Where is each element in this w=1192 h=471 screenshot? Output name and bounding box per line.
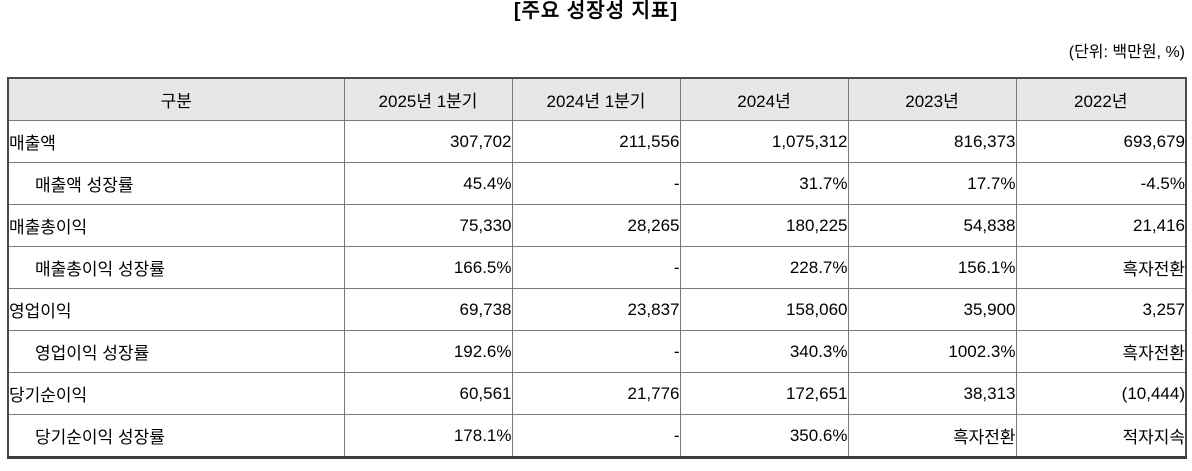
value-cell: - <box>511 330 681 373</box>
table-row: 매출총이익 75,330 28,265 180,225 54,838 21,416 <box>7 204 1187 247</box>
value-cell: 307,702 <box>343 120 513 163</box>
table-row: 당기순이익 60,561 21,776 172,651 38,313 (10,444) <box>7 372 1187 415</box>
value-cell: 1,075,312 <box>679 120 849 163</box>
value-cell: 816,373 <box>847 120 1017 163</box>
table-row: 영업이익 69,738 23,837 158,060 35,900 3,257 <box>7 288 1187 331</box>
column-header: 2024년 <box>679 77 849 121</box>
table-row: 매출총이익 성장률 166.5% -228.7% 156.1% 흑자전환 <box>7 246 1187 289</box>
value-cell: -4.5% <box>1015 162 1187 205</box>
value-cell: 211,556 <box>511 120 681 163</box>
growth-indicators-table: 구분 2025년 1분기 2024년 1분기 2024년 2023년 2022년 매출액 3… <box>7 77 1187 459</box>
value-cell: 3,257 <box>1015 288 1187 331</box>
table-header-row: 구분 2025년 1분기 2024년 1분기 2024년 2023년 2022년 <box>7 77 1187 121</box>
table-row: 영업이익 성장률 192.6% -340.3% 1002.3% 흑자전환 <box>7 330 1187 373</box>
value-cell: 흑자전환 <box>847 414 1017 458</box>
value-cell: 45.4% <box>343 162 513 205</box>
value-cell: 21,776 <box>511 372 681 415</box>
table-body: 매출액 307,702 211,556 1,075,312 816,373 693,679… <box>7 120 1187 458</box>
table-row: 매출액 307,702 211,556 1,075,312 816,373 693,679 <box>7 120 1187 163</box>
row-label-cell: 영업이익 <box>7 288 345 331</box>
table-row: 당기순이익 성장률 178.1% -350.6% 흑자전환 적자지속 <box>7 414 1187 458</box>
value-cell: 31.7% <box>679 162 849 205</box>
value-cell: 228.7% <box>679 246 849 289</box>
row-label-cell: 매출액 <box>7 120 345 163</box>
value-cell: 적자지속 <box>1015 414 1187 458</box>
row-label-cell: 당기순이익 <box>7 372 345 415</box>
value-cell: 75,330 <box>343 204 513 247</box>
value-cell: 54,838 <box>847 204 1017 247</box>
unit-note: (단위: 백만원, %) <box>1068 44 1185 61</box>
value-cell: 180,225 <box>679 204 849 247</box>
value-cell: 23,837 <box>511 288 681 331</box>
row-label-cell: 매출총이익 성장률 <box>7 246 345 289</box>
value-cell: - <box>511 162 681 205</box>
value-cell: 350.6% <box>679 414 849 458</box>
value-cell: 1002.3% <box>847 330 1017 373</box>
value-cell: 35,900 <box>847 288 1017 331</box>
page-title: [주요 성장성 지표] <box>513 0 679 22</box>
value-cell: 166.5% <box>343 246 513 289</box>
value-cell: 340.3% <box>679 330 849 373</box>
value-cell: 192.6% <box>343 330 513 373</box>
column-header: 2022년 <box>1015 77 1187 121</box>
row-label-cell: 영업이익 성장률 <box>7 330 345 373</box>
value-cell: 69,738 <box>343 288 513 331</box>
column-header: 2025년 1분기 <box>343 77 513 121</box>
value-cell: 17.7% <box>847 162 1017 205</box>
value-cell: 21,416 <box>1015 204 1187 247</box>
row-label-cell: 당기순이익 성장률 <box>7 414 345 458</box>
value-cell: - <box>511 414 681 458</box>
column-header: 2023년 <box>847 77 1017 121</box>
value-cell: - <box>511 246 681 289</box>
value-cell: 178.1% <box>343 414 513 458</box>
value-cell: 60,561 <box>343 372 513 415</box>
value-cell: 흑자전환 <box>1015 246 1187 289</box>
value-cell: 28,265 <box>511 204 681 247</box>
value-cell: 156.1% <box>847 246 1017 289</box>
table-row: 매출액 성장률 45.4% -31.7% 17.7% -4.5% <box>7 162 1187 205</box>
column-header: 구분 <box>7 77 345 121</box>
value-cell: 158,060 <box>679 288 849 331</box>
value-cell: (10,444) <box>1015 372 1187 415</box>
row-label-cell: 매출액 성장률 <box>7 162 345 205</box>
value-cell: 38,313 <box>847 372 1017 415</box>
column-header: 2024년 1분기 <box>511 77 681 121</box>
value-cell: 693,679 <box>1015 120 1187 163</box>
row-label-cell: 매출총이익 <box>7 204 345 247</box>
value-cell: 172,651 <box>679 372 849 415</box>
value-cell: 흑자전환 <box>1015 330 1187 373</box>
